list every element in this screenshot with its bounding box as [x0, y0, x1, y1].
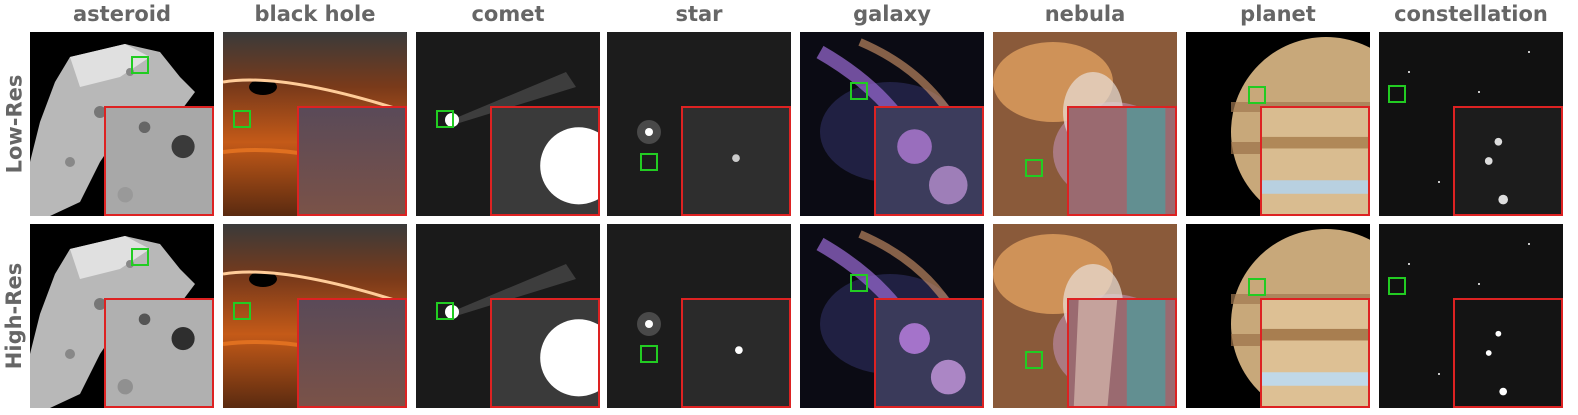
region-marker: [233, 110, 251, 128]
tile-black-hole-low-res: [223, 32, 407, 216]
tile-nebula-low-res: [993, 32, 1177, 216]
zoom-inset: [1067, 298, 1177, 408]
region-marker: [1025, 351, 1043, 369]
column-header-planet: planet: [1240, 2, 1316, 26]
tile-black-hole-high-res: [223, 224, 407, 408]
column-header-black-hole: black hole: [254, 2, 376, 26]
region-marker: [1248, 86, 1266, 104]
tile-galaxy-high-res: [800, 224, 984, 408]
region-marker: [1388, 85, 1406, 103]
zoom-inset: [1260, 298, 1370, 408]
zoom-inset: [1260, 106, 1370, 216]
region-marker: [850, 82, 868, 100]
zoom-inset: [681, 106, 791, 216]
zoom-inset: [297, 106, 407, 216]
region-marker: [436, 110, 454, 128]
tile-star-low-res: [607, 32, 791, 216]
column-header-nebula: nebula: [1044, 2, 1126, 26]
region-marker: [1388, 277, 1406, 295]
tile-planet-high-res: [1186, 224, 1370, 408]
zoom-inset: [1453, 298, 1563, 408]
tile-comet-low-res: [416, 32, 600, 216]
region-marker: [131, 248, 149, 266]
row-label-low-res: Low-Res: [2, 74, 26, 174]
tile-asteroid-high-res: [30, 224, 214, 408]
tile-comet-high-res: [416, 224, 600, 408]
region-marker: [436, 302, 454, 320]
region-marker: [850, 274, 868, 292]
tile-asteroid-low-res: [30, 32, 214, 216]
column-header-star: star: [675, 2, 723, 26]
region-marker: [1248, 278, 1266, 296]
zoom-inset: [297, 298, 407, 408]
column-header-asteroid: asteroid: [73, 2, 171, 26]
zoom-inset: [874, 298, 984, 408]
tile-constellation-low-res: [1379, 32, 1563, 216]
tile-star-high-res: [607, 224, 791, 408]
column-header-constellation: constellation: [1394, 2, 1548, 26]
zoom-inset: [104, 106, 214, 216]
column-header-comet: comet: [471, 2, 545, 26]
row-label-high-res: High-Res: [2, 262, 27, 370]
region-marker: [233, 302, 251, 320]
region-marker: [1025, 159, 1043, 177]
region-marker: [131, 56, 149, 74]
region-marker: [640, 345, 658, 363]
tile-constellation-high-res: [1379, 224, 1563, 408]
zoom-inset: [1067, 106, 1177, 216]
tile-galaxy-low-res: [800, 32, 984, 216]
zoom-inset: [1453, 106, 1563, 216]
region-marker: [640, 153, 658, 171]
tile-nebula-high-res: [993, 224, 1177, 408]
zoom-inset: [490, 298, 600, 408]
tile-planet-low-res: [1186, 32, 1370, 216]
zoom-inset: [874, 106, 984, 216]
zoom-inset: [681, 298, 791, 408]
zoom-inset: [490, 106, 600, 216]
zoom-inset: [104, 298, 214, 408]
column-header-galaxy: galaxy: [853, 2, 931, 26]
